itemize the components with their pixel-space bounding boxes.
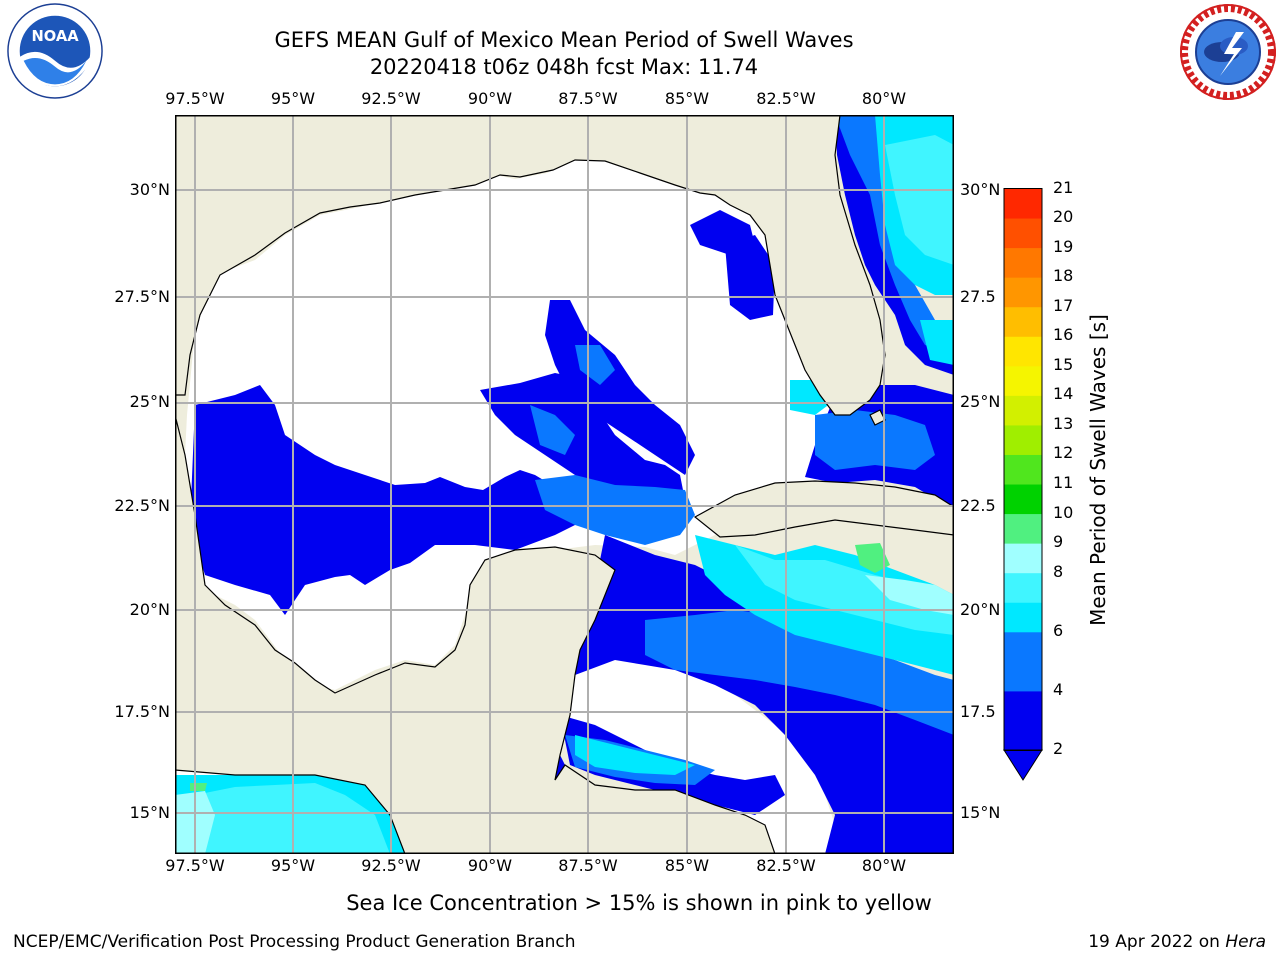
lat-label: 17.5°N [114, 702, 170, 721]
cuba-land [693, 480, 954, 538]
lon-label: 87.5°W [558, 89, 618, 108]
lat-label: 27.5°N [114, 287, 170, 306]
colorbar-tick-label: 19 [1053, 236, 1074, 256]
sea-ice-note: Sea Ice Concentration > 15% is shown in … [346, 891, 932, 915]
swell-period-map [175, 115, 954, 854]
colorbar-band [1004, 306, 1042, 337]
colorbar-band [1004, 484, 1042, 515]
lat-label: 20°N [129, 600, 170, 619]
swell-period-fill [175, 115, 954, 854]
colorbar-band [1004, 395, 1042, 426]
lon-label: 97.5°W [165, 856, 225, 875]
lon-label: 92.5°W [361, 89, 421, 108]
lat-label: 30°N [129, 180, 170, 199]
colorbar-tick-label: 20 [1053, 207, 1074, 227]
colorbar-tick-label: 4 [1053, 679, 1064, 699]
colorbar-band [1004, 602, 1042, 633]
lat-label: 30°N [960, 180, 1001, 199]
colorbar-tick-label: 16 [1053, 325, 1074, 345]
lat-label: 15°N [129, 803, 170, 822]
nws-logo-icon [1180, 4, 1276, 100]
colorbar-tick-label: 15 [1053, 354, 1074, 374]
graticule [175, 115, 954, 854]
map-title: GEFS MEAN Gulf of Mexico Mean Period of … [274, 28, 854, 52]
lat-label: 20°N [960, 600, 1001, 619]
lat-label: 25°N [960, 392, 1001, 411]
colorbar-tick-label: 8 [1053, 561, 1064, 581]
map-subtitle: 20220418 t06z 048h fcst Max: 11.74 [369, 55, 759, 79]
lon-label: 85°W [664, 89, 710, 108]
colorbar-tick-label: 12 [1053, 443, 1074, 463]
lat-label: 17.5 [960, 702, 996, 721]
colorbar-band [1004, 572, 1042, 603]
lon-label: 85°W [664, 856, 710, 875]
lon-label: 92.5°W [361, 856, 421, 875]
footer-date: 19 Apr 2022 on Hera [1088, 932, 1266, 952]
footer-host: Hera [1225, 932, 1266, 952]
lat-label: 27.5 [960, 287, 996, 306]
colorbar-band [1004, 277, 1042, 308]
lon-label: 95°W [270, 89, 316, 108]
lat-label: 25°N [129, 392, 170, 411]
colorbar-band [1004, 336, 1042, 367]
colorbar-tick-label: 18 [1053, 266, 1074, 286]
lon-label: 82.5°W [756, 89, 816, 108]
colorbar-tick-label: 6 [1053, 620, 1064, 640]
lon-label: 90°W [467, 89, 513, 108]
colorbar-band [1004, 513, 1042, 544]
noaa-logo-text: NOAA [31, 28, 79, 45]
colorbar-frame [1003, 188, 1043, 751]
lat-label: 22.5°N [114, 496, 170, 515]
lat-label: 22.5 [960, 496, 996, 515]
colorbar-tick-label: 17 [1053, 295, 1074, 315]
footer-credit: NCEP/EMC/Verification Post Processing Pr… [13, 932, 576, 952]
yucatan-land [175, 414, 776, 854]
colorbar-tick-label: 2 [1053, 739, 1064, 758]
lon-label: 82.5°W [756, 856, 816, 875]
colorbar-band [1004, 690, 1042, 751]
colorbar-title: Mean Period of Swell Waves [s] [1086, 314, 1110, 626]
lat-label: 15°N [960, 803, 1001, 822]
colorbar-tick-label: 10 [1053, 502, 1074, 522]
colorbar-band [1004, 631, 1042, 692]
colorbar-band [1004, 247, 1042, 278]
colorbar [1003, 188, 1043, 781]
lon-label: 80°W [861, 856, 907, 875]
colorbar-band [1004, 424, 1042, 455]
colorbar-tick-label: 11 [1053, 473, 1074, 493]
colorbar-under-triangle [1003, 749, 1043, 781]
lon-label: 87.5°W [558, 856, 618, 875]
colorbar-tick-label: 9 [1053, 532, 1064, 552]
colorbar-tick-label: 21 [1053, 177, 1074, 197]
colorbar-tick-label: 14 [1053, 384, 1074, 404]
lon-label: 80°W [861, 89, 907, 108]
colorbar-tick-label: 13 [1053, 413, 1074, 433]
colorbar-band [1004, 188, 1042, 219]
footer-date-text: 19 Apr 2022 on [1088, 932, 1226, 952]
colorbar-band [1004, 365, 1042, 396]
colorbar-band [1004, 218, 1042, 249]
colorbar-bands [1004, 188, 1042, 751]
lon-label: 90°W [467, 856, 513, 875]
noaa-logo-icon: NOAA [7, 3, 103, 99]
lon-label: 95°W [270, 856, 316, 875]
colorbar-band [1004, 454, 1042, 485]
map-frame [175, 115, 954, 854]
lon-label: 97.5°W [165, 89, 225, 108]
colorbar-band [1004, 543, 1042, 574]
